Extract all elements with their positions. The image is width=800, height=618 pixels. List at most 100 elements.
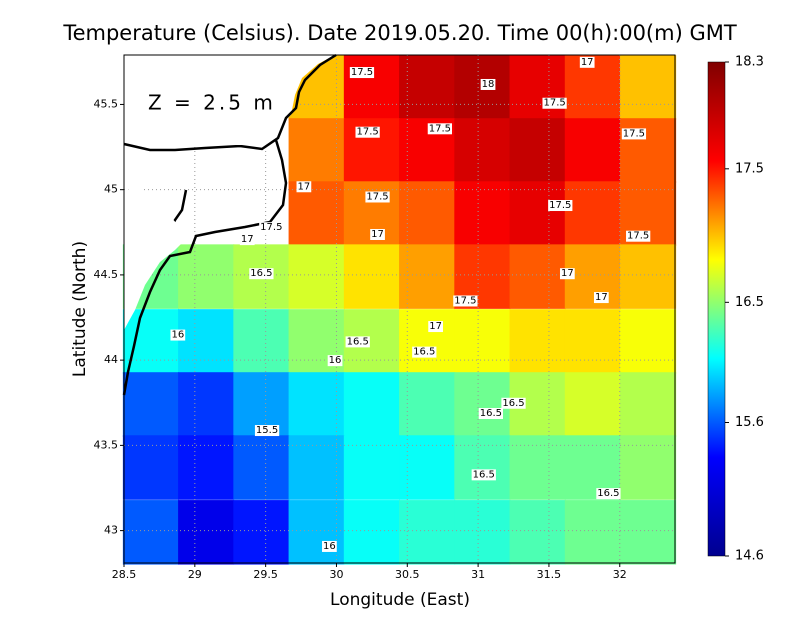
contour-label-bg <box>548 200 573 212</box>
plot-frame <box>123 54 676 564</box>
heat-cell <box>178 309 235 374</box>
heat-cell <box>288 500 345 565</box>
heat-cell <box>509 435 566 500</box>
contour-label-bg <box>254 425 280 437</box>
heat-cell <box>509 500 566 565</box>
contour-label: 16 <box>171 330 184 341</box>
heat-cell <box>454 500 511 565</box>
contour-label-bg <box>559 268 575 280</box>
y-tick-label: 45 <box>104 183 118 196</box>
heat-cell <box>178 372 235 437</box>
contour-label-bg <box>322 540 337 552</box>
contour-label: 17 <box>371 229 384 240</box>
contour-label-bg <box>480 78 496 90</box>
contour-label: 17 <box>581 57 594 68</box>
contour-label-bg <box>370 228 385 240</box>
heat-cell <box>509 55 566 120</box>
heat-cell <box>620 435 677 500</box>
contour-label: 17 <box>298 181 311 192</box>
contour-label: 16.5 <box>473 469 495 480</box>
contour-label: 17.5 <box>351 67 373 78</box>
contour-label: 17.5 <box>260 222 282 233</box>
heat-cell <box>620 244 677 309</box>
contour-label: 17.5 <box>623 128 645 139</box>
contour-label-bg <box>596 488 621 500</box>
contour-label-bg <box>542 97 567 109</box>
heat-cell <box>620 55 677 120</box>
contour-label-bg <box>428 321 443 333</box>
contour-label: 15.5 <box>256 425 278 436</box>
heat-cell <box>564 309 621 374</box>
contour-label-bg <box>593 292 609 304</box>
heat-cell <box>122 435 179 500</box>
contour-label: 17.5 <box>454 295 476 306</box>
contour-label: 16 <box>323 541 336 552</box>
heat-cell <box>620 372 677 437</box>
contour-label-bg <box>453 295 478 307</box>
contour-label: 17 <box>561 268 574 279</box>
contour-label: 17 <box>241 234 254 245</box>
x-tick-label: 29.5 <box>253 568 278 581</box>
colorbar <box>707 61 726 557</box>
y-tick-label: 43 <box>104 524 118 537</box>
contour-label: 17.5 <box>549 200 571 211</box>
heat-cell <box>564 372 621 437</box>
heat-cell <box>564 118 621 183</box>
land <box>124 188 190 330</box>
contour-label-bg <box>296 181 312 193</box>
contour-label-bg <box>471 469 496 481</box>
contour-label: 17 <box>429 321 442 332</box>
heat-cell <box>620 500 677 565</box>
y-tick-label: 44.5 <box>94 268 119 281</box>
heat-cell <box>178 244 235 309</box>
heat-cell <box>288 118 345 183</box>
y-axis-label: Latitude (North) <box>70 241 90 377</box>
contour-label-bg <box>355 126 380 138</box>
heat-cell <box>122 500 179 565</box>
y-tick-label: 45.5 <box>94 97 119 110</box>
contour-label-bg <box>626 230 651 242</box>
heat-cell <box>122 309 179 374</box>
contour-label: 16.5 <box>502 398 524 409</box>
contour-label-bg <box>249 268 274 280</box>
contour-label-bg <box>170 329 186 341</box>
heat-cell <box>620 309 677 374</box>
contour-label: 17.5 <box>627 231 649 242</box>
heat-cell <box>454 309 511 374</box>
heat-cell <box>343 435 400 500</box>
x-tick-label: 31.5 <box>537 568 562 581</box>
heat-cell <box>343 372 400 437</box>
contour-label-bg <box>621 128 647 140</box>
heat-cell <box>178 435 235 500</box>
contour-label-bg <box>239 234 255 246</box>
contour-label-bg <box>427 123 453 135</box>
heat-cell <box>509 244 566 309</box>
contour-label: 17.5 <box>543 98 565 109</box>
contour-label: 16.5 <box>597 488 619 499</box>
contour-label: 17.5 <box>429 123 451 134</box>
heat-cell <box>454 372 511 437</box>
x-axis-label: Longitude (East) <box>330 590 470 610</box>
x-tick-label: 32 <box>613 568 627 581</box>
contour-label-bg <box>327 355 343 367</box>
heat-cell <box>454 118 511 183</box>
x-tick-label: 31 <box>471 568 485 581</box>
colorbar-tick-label: 15.6 <box>735 415 764 430</box>
heat-cell <box>288 435 345 500</box>
chart-title: Temperature (Celsius). Date 2019.05.20. … <box>62 21 737 45</box>
depth-annotation: Z = 2.5 m <box>148 91 276 115</box>
contour-label-bg <box>501 397 526 409</box>
heat-cell <box>509 118 566 183</box>
contour-label-bg <box>579 56 595 68</box>
y-tick-label: 43.5 <box>94 438 119 451</box>
heat-cell <box>178 500 235 565</box>
heat-cell <box>122 372 179 437</box>
heat-cell <box>343 55 400 120</box>
contour-label: 16.5 <box>413 347 435 358</box>
x-tick-label: 30.5 <box>395 568 420 581</box>
heat-cell <box>454 435 511 500</box>
heat-cell <box>399 181 456 246</box>
heat-cell <box>343 244 400 309</box>
contour-label-bg <box>412 346 437 358</box>
heat-cell <box>399 244 456 309</box>
